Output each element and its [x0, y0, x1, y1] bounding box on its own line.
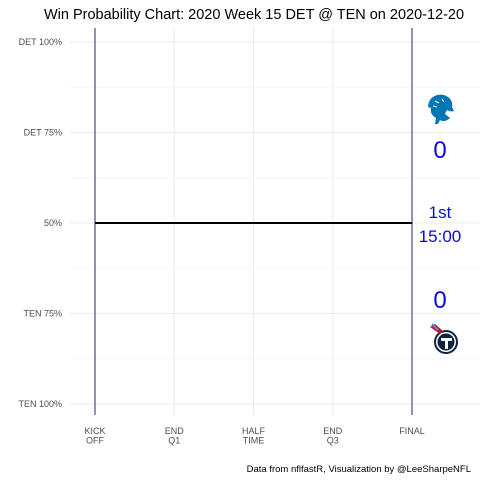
x-tick-label: FINAL: [399, 426, 425, 436]
y-tick-label: 50%: [44, 218, 62, 228]
tennessee-titans-logo-icon: [430, 323, 458, 354]
x-tick-label: END Q1: [165, 426, 185, 446]
detroit-lion-logo-icon: [428, 94, 454, 124]
y-tick-label: TEN 100%: [18, 399, 62, 409]
y-tick-label: DET 75%: [24, 128, 62, 138]
x-tick-label: HALF TIME: [242, 426, 266, 446]
grid-lines: [70, 28, 480, 415]
chart-caption: Data from nflfastR, Visualization by @Le…: [247, 464, 471, 475]
y-tick-label: TEN 75%: [23, 309, 62, 319]
x-axis-ticks: KICK OFF END Q1 HALF TIME END Q3 FINAL: [84, 426, 424, 446]
y-tick-label: DET 100%: [19, 37, 62, 47]
y-axis-ticks: DET 100% DET 75% 50% TEN 75% TEN 100%: [18, 37, 62, 409]
x-tick-label: END Q3: [323, 426, 343, 446]
x-tick-label: KICK OFF: [84, 426, 105, 446]
game-clock: 15:00: [419, 227, 462, 246]
game-boundary-lines: [94, 28, 413, 415]
away-score: 0: [433, 137, 446, 164]
game-quarter: 1st: [429, 203, 452, 222]
home-score: 0: [433, 287, 446, 314]
chart-title: Win Probability Chart: 2020 Week 15 DET …: [44, 7, 464, 23]
